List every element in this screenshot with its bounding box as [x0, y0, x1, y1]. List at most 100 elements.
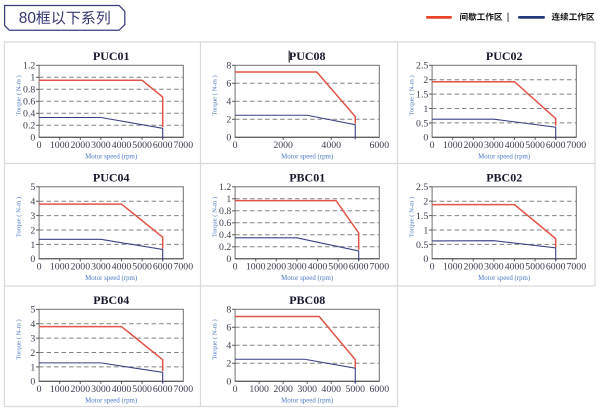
svg-text:0: 0 — [226, 133, 231, 144]
svg-text:7000: 7000 — [567, 262, 587, 273]
svg-text:PBC01: PBC01 — [289, 171, 325, 185]
svg-text:1: 1 — [423, 225, 428, 236]
svg-text:0.2: 0.2 — [23, 121, 35, 132]
svg-text:Motor speed (rpm): Motor speed (rpm) — [478, 153, 530, 160]
svg-text:0.4: 0.4 — [23, 109, 35, 120]
svg-text:2000: 2000 — [464, 140, 484, 151]
svg-text:0: 0 — [233, 140, 238, 151]
svg-text:1000: 1000 — [249, 384, 269, 395]
svg-text:4: 4 — [226, 341, 231, 352]
svg-text:1.5: 1.5 — [416, 90, 428, 101]
svg-text:5000: 5000 — [132, 384, 152, 395]
svg-text:0: 0 — [226, 254, 231, 265]
svg-text:1000: 1000 — [246, 262, 266, 273]
svg-text:4000: 4000 — [321, 384, 341, 395]
svg-text:2000: 2000 — [273, 384, 293, 395]
svg-text:1.2: 1.2 — [23, 61, 35, 72]
svg-text:0.6: 0.6 — [23, 97, 35, 108]
svg-text:4: 4 — [30, 319, 35, 330]
svg-text:4000: 4000 — [112, 262, 132, 273]
svg-text:Torque ( N-m ): Torque ( N-m ) — [211, 319, 218, 360]
svg-text:PBC08: PBC08 — [289, 293, 325, 307]
svg-text:4000: 4000 — [308, 262, 328, 273]
svg-text:0: 0 — [233, 262, 238, 273]
svg-text:1: 1 — [30, 240, 35, 251]
svg-text:0.4: 0.4 — [219, 230, 231, 241]
svg-text:5000: 5000 — [132, 140, 152, 151]
svg-text:1000: 1000 — [443, 140, 463, 151]
svg-text:1000: 1000 — [50, 384, 70, 395]
svg-text:Motor speed (rpm): Motor speed (rpm) — [85, 153, 137, 160]
svg-text:1.2: 1.2 — [219, 182, 231, 193]
svg-text:Motor speed (rpm): Motor speed (rpm) — [281, 275, 333, 282]
svg-text:5000: 5000 — [525, 262, 545, 273]
svg-text:7000: 7000 — [174, 384, 194, 395]
svg-text:1: 1 — [226, 194, 231, 205]
svg-text:1000: 1000 — [443, 262, 463, 273]
svg-text:4000: 4000 — [321, 140, 341, 151]
svg-text:PUC08: PUC08 — [289, 49, 326, 63]
svg-text:PUC04: PUC04 — [93, 171, 130, 185]
svg-text:1: 1 — [30, 73, 35, 84]
svg-text:2000: 2000 — [71, 140, 91, 151]
svg-text:Torque ( N-m ): Torque ( N-m ) — [408, 75, 415, 116]
svg-text:6000: 6000 — [546, 262, 566, 273]
svg-text:7000: 7000 — [567, 140, 587, 151]
svg-text:2: 2 — [226, 115, 231, 126]
svg-text:0.5: 0.5 — [416, 118, 428, 129]
svg-text:0: 0 — [226, 377, 231, 388]
svg-text:2000: 2000 — [71, 384, 91, 395]
svg-text:3000: 3000 — [91, 140, 111, 151]
svg-text:0.8: 0.8 — [23, 85, 35, 96]
svg-text:6000: 6000 — [153, 140, 173, 151]
svg-text:PUC02: PUC02 — [486, 49, 523, 63]
svg-text:0: 0 — [233, 384, 238, 395]
svg-text:6: 6 — [226, 79, 231, 90]
svg-text:4000: 4000 — [112, 384, 132, 395]
svg-text:3000: 3000 — [297, 384, 317, 395]
svg-text:Torque ( N-m ): Torque ( N-m ) — [15, 197, 22, 238]
svg-text:PBC04: PBC04 — [93, 293, 129, 307]
svg-text:0: 0 — [423, 133, 428, 144]
svg-text:0: 0 — [30, 254, 35, 265]
svg-text:0: 0 — [423, 254, 428, 265]
svg-text:2000: 2000 — [273, 140, 293, 151]
svg-text:1000: 1000 — [50, 140, 70, 151]
svg-text:0.2: 0.2 — [219, 242, 231, 253]
svg-text:2: 2 — [226, 359, 231, 370]
svg-text:Torque ( N-m ): Torque ( N-m ) — [211, 75, 218, 116]
svg-text:80: 80 — [19, 10, 37, 27]
svg-text:6000: 6000 — [370, 140, 390, 151]
svg-text:1: 1 — [423, 104, 428, 115]
svg-text:0: 0 — [37, 262, 42, 273]
svg-text:3000: 3000 — [484, 140, 504, 151]
svg-text:5: 5 — [30, 182, 35, 193]
svg-text:2: 2 — [30, 225, 35, 236]
svg-text:0: 0 — [430, 140, 435, 151]
svg-text:0: 0 — [430, 262, 435, 273]
svg-text:4000: 4000 — [112, 140, 132, 151]
svg-text:PBC02: PBC02 — [486, 171, 522, 185]
svg-text:0.5: 0.5 — [416, 240, 428, 251]
svg-text:1000: 1000 — [50, 262, 70, 273]
svg-text:0: 0 — [37, 140, 42, 151]
svg-text:0: 0 — [30, 133, 35, 144]
svg-text:3000: 3000 — [91, 384, 111, 395]
svg-text:6000: 6000 — [153, 262, 173, 273]
svg-text:4000: 4000 — [505, 262, 525, 273]
svg-text:4: 4 — [30, 197, 35, 208]
svg-text:Torque ( N-m ): Torque ( N-m ) — [408, 197, 415, 238]
svg-text:5000: 5000 — [345, 384, 365, 395]
svg-text:2000: 2000 — [267, 262, 287, 273]
svg-text:0.6: 0.6 — [219, 218, 231, 229]
svg-text:2: 2 — [30, 348, 35, 359]
svg-text:3: 3 — [30, 211, 35, 222]
svg-text:Motor speed (rpm): Motor speed (rpm) — [281, 397, 333, 404]
svg-text:2000: 2000 — [464, 262, 484, 273]
svg-text:1.5: 1.5 — [416, 211, 428, 222]
svg-text:7000: 7000 — [370, 262, 390, 273]
svg-text:6000: 6000 — [546, 140, 566, 151]
svg-text:Motor speed (rpm): Motor speed (rpm) — [85, 275, 137, 282]
svg-text:1: 1 — [30, 362, 35, 373]
svg-text:2000: 2000 — [71, 262, 91, 273]
